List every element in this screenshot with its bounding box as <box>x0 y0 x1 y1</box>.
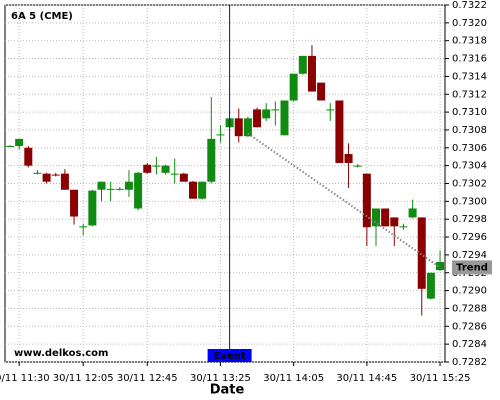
x-tick-label: 30/11 14:45 <box>336 373 397 384</box>
candle-body <box>198 181 207 199</box>
y-tick-label: 0.7286 <box>452 321 487 332</box>
candle-body <box>106 188 115 190</box>
candle-body <box>234 118 243 137</box>
candle-body <box>408 208 417 218</box>
candle-body <box>15 138 24 147</box>
candle-body <box>372 208 380 227</box>
chart-title: 6A 5 (CME) <box>11 11 73 22</box>
y-tick-label: 0.7282 <box>452 357 487 368</box>
y-tick-label: 0.7290 <box>452 286 487 297</box>
candle-body <box>161 165 170 173</box>
candle-body <box>390 217 399 227</box>
y-tick-label: 0.7302 <box>452 179 487 190</box>
candle-body <box>170 173 179 175</box>
y-tick-label: 0.7304 <box>452 161 487 172</box>
candle-body <box>326 109 335 111</box>
candle-body <box>179 173 188 182</box>
candle-body <box>344 154 353 163</box>
candle-body <box>189 181 197 199</box>
candle-body <box>70 189 79 217</box>
candle-body <box>253 109 262 128</box>
candle-body <box>33 172 42 174</box>
candle-body <box>262 109 271 119</box>
y-tick-label: 0.7296 <box>452 232 487 243</box>
trend-label: Trend <box>456 262 488 273</box>
watermark: www.delkos.com <box>14 348 108 359</box>
y-tick-label: 0.7288 <box>452 303 487 314</box>
candle-body <box>79 226 88 228</box>
candle-body <box>207 138 216 182</box>
x-tick-label: 30/11 13:25 <box>190 373 251 384</box>
candle-body <box>24 147 33 166</box>
candle-body <box>271 109 280 111</box>
x-tick-label: 30/11 11:30 <box>0 373 50 384</box>
y-tick-label: 0.7300 <box>452 196 487 207</box>
candle-body <box>88 190 97 226</box>
y-tick-label: 0.7298 <box>452 214 487 225</box>
candle-body <box>124 181 133 190</box>
y-tick-label: 0.7318 <box>452 36 487 47</box>
event-label-box <box>207 349 252 362</box>
y-tick-label: 0.7314 <box>452 71 487 82</box>
candle-body <box>216 134 225 136</box>
candle-body <box>362 173 371 228</box>
candle-body <box>134 172 143 209</box>
trend-line <box>247 132 441 269</box>
candle-body <box>298 55 307 74</box>
y-tick-label: 0.7310 <box>452 107 487 118</box>
y-tick-label: 0.7322 <box>452 0 487 11</box>
candle-body <box>381 208 390 227</box>
x-tick-label: 30/11 12:05 <box>53 373 114 384</box>
candle-body <box>42 173 51 182</box>
candle-body <box>289 73 298 101</box>
candle-body <box>335 100 344 163</box>
x-tick-label: 30/11 15:25 <box>410 373 471 384</box>
candle-body <box>143 164 152 173</box>
y-tick-label: 0.7306 <box>452 143 487 154</box>
candle-body <box>317 82 326 101</box>
x-tick-label: 30/11 14:05 <box>263 373 324 384</box>
candle-body <box>115 188 124 190</box>
candle-body <box>436 262 445 271</box>
trend-label-box <box>452 260 492 275</box>
event-label: Event <box>214 351 246 362</box>
candle-body <box>399 226 408 228</box>
candle-body <box>417 217 426 289</box>
candle-body <box>51 174 60 176</box>
candle-body <box>152 165 161 167</box>
y-tick-label: 0.7320 <box>452 18 487 29</box>
x-tick-label: 30/11 12:45 <box>117 373 178 384</box>
y-tick-label: 0.7308 <box>452 125 487 136</box>
candle-body <box>243 118 252 137</box>
y-tick-label: 0.7316 <box>452 54 487 65</box>
candle-body <box>280 100 289 136</box>
x-axis-title: Date <box>210 383 245 398</box>
candle-body <box>426 272 435 299</box>
candle-body <box>6 146 14 148</box>
candle-body <box>97 181 106 190</box>
candle-body <box>307 55 316 92</box>
y-tick-label: 0.7284 <box>452 339 487 350</box>
candle-body <box>60 173 69 190</box>
y-tick-label: 0.7312 <box>452 89 487 100</box>
candle-body <box>353 165 362 167</box>
y-tick-label: 0.7294 <box>452 250 487 261</box>
